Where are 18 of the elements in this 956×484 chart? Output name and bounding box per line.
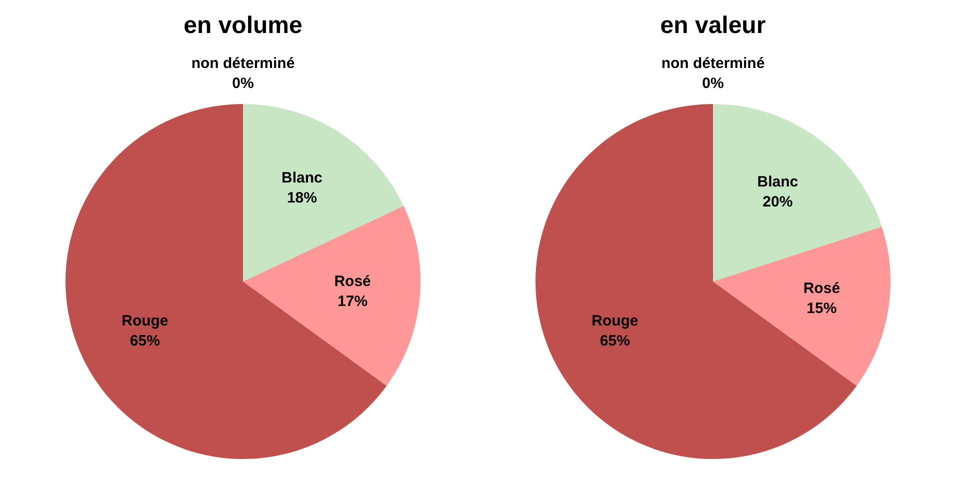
chart-title: en valeur bbox=[659, 11, 767, 41]
category-label: non déterminé bbox=[191, 55, 295, 72]
text: 0% bbox=[232, 75, 254, 92]
data-label: 15% bbox=[806, 300, 837, 317]
chart-title: en volume bbox=[182, 11, 304, 41]
text: 0% bbox=[702, 75, 724, 92]
data-label: 20% bbox=[762, 194, 793, 211]
slice-label: Blanc bbox=[282, 170, 322, 187]
slice-label: Blanc bbox=[757, 174, 798, 191]
slice-label: Rouge bbox=[592, 312, 638, 330]
data-label: 65% bbox=[130, 332, 160, 350]
slice-label: Rouge bbox=[122, 312, 168, 330]
data-label: 18% bbox=[286, 190, 317, 207]
data-label: 17% bbox=[338, 292, 368, 310]
data-label: 65% bbox=[600, 332, 630, 350]
category-label: non déterminé bbox=[661, 55, 765, 72]
slice-label: Rosé bbox=[803, 280, 840, 297]
slice-label: Rosé bbox=[334, 272, 371, 290]
